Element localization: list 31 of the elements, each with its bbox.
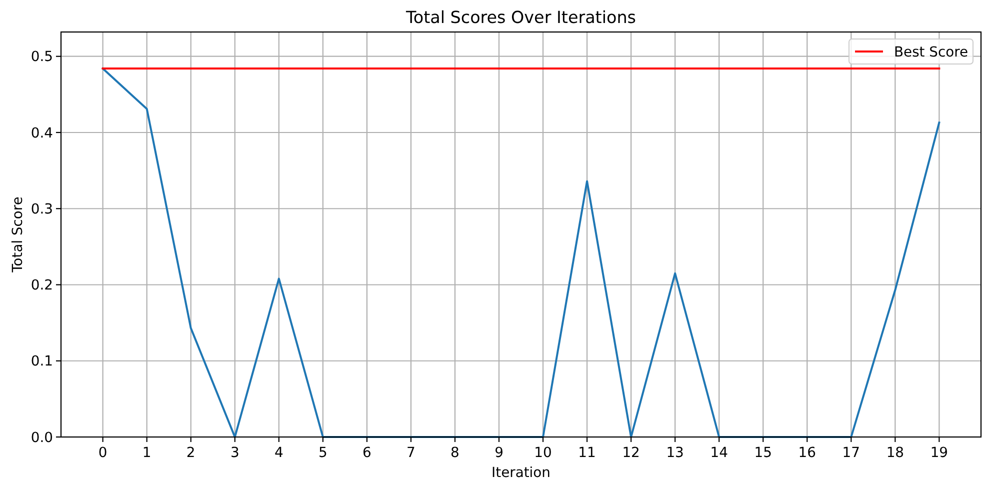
x-tick-label: 8 [450,445,460,462]
x-tick-label: 4 [274,445,284,462]
y-tick-label: 0.5 [30,49,53,66]
chart-title: Total Scores Over Iterations [405,7,636,27]
x-tick-label: 3 [230,445,240,462]
x-tick-label: 15 [754,445,772,462]
line-series [102,68,940,438]
y-tick-label: 0.1 [30,354,53,370]
y-tick-label: 0.4 [30,125,54,142]
x-tick-label: 2 [186,445,196,462]
y-tick-label: 0.3 [30,201,53,218]
x-tick-label: 11 [578,445,596,462]
x-tick-label: 5 [318,445,328,462]
x-tick-label: 17 [842,445,860,462]
y-tick-label: 0.2 [30,278,53,294]
x-axis-title: Iteration [492,465,550,481]
y-tick-label: 0.0 [30,430,53,446]
x-tick-label: 9 [494,445,504,462]
legend-label: Best Score [894,44,968,60]
x-tick-label: 0 [98,445,108,462]
x-tick-label: 19 [930,445,948,462]
x-tick-label: 1 [142,445,152,462]
x-tick-label: 18 [886,445,904,462]
x-tick-label: 7 [406,445,416,462]
x-tick-label: 16 [798,445,816,462]
x-tick-label: 14 [710,445,728,462]
x-tick-label: 6 [362,445,372,462]
y-axis-title: Total Score [10,196,26,274]
x-tick-label: 12 [622,445,640,462]
x-tick-label: 10 [534,445,552,462]
x-tick-label: 13 [666,445,684,462]
